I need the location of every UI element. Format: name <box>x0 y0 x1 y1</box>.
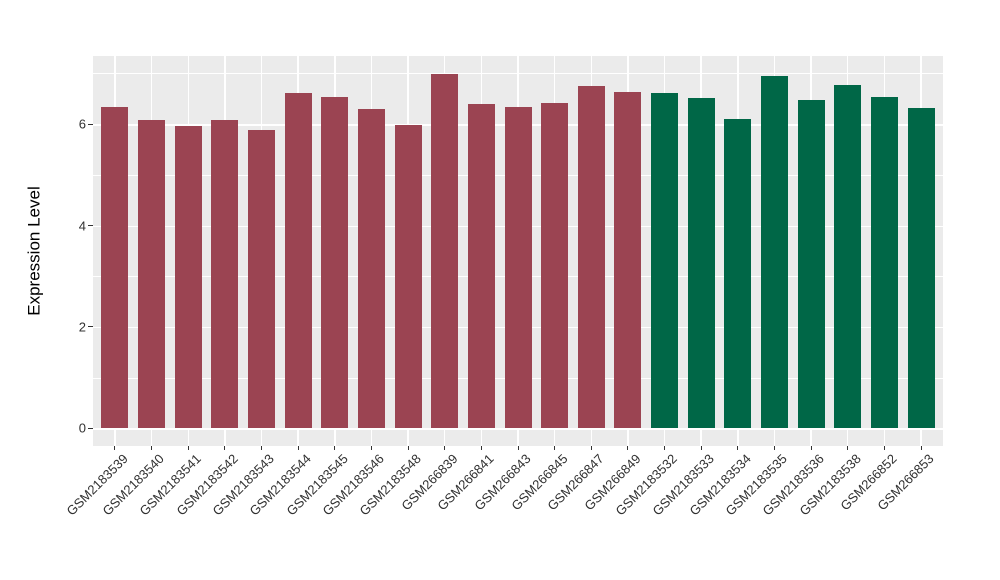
y-axis-tick <box>88 427 93 429</box>
y-tick-label: 0 <box>78 420 86 436</box>
x-axis-tick <box>810 446 812 450</box>
bar-GSM2183538 <box>834 85 862 429</box>
bar-GSM2183546 <box>357 108 385 429</box>
bar-GSM266852 <box>870 96 898 429</box>
x-axis-tick <box>883 446 885 450</box>
bar-GSM2183542 <box>211 120 239 429</box>
x-axis-tick <box>407 446 409 450</box>
x-axis-tick <box>554 446 556 450</box>
x-axis-tick <box>187 446 189 450</box>
bar-GSM2183536 <box>797 99 825 429</box>
y-axis-title: Expression Level <box>18 56 52 446</box>
bar-GSM2183534 <box>724 118 752 429</box>
bar-GSM2183533 <box>687 98 715 429</box>
bar-GSM2183532 <box>651 92 679 429</box>
x-axis-tick <box>224 446 226 450</box>
x-axis-tick <box>297 446 299 450</box>
bar-GSM266853 <box>907 107 935 429</box>
y-axis-tick <box>88 326 93 328</box>
x-axis-tick <box>920 446 922 450</box>
bar-GSM266841 <box>467 103 495 429</box>
bar-GSM266845 <box>541 102 569 429</box>
bar-GSM2183548 <box>394 125 422 429</box>
bar-GSM266849 <box>614 92 642 429</box>
x-axis-tick <box>590 446 592 450</box>
x-axis-tick <box>334 446 336 450</box>
x-axis-tick <box>370 446 372 450</box>
x-axis-tick <box>847 446 849 450</box>
y-axis-tick <box>88 123 93 125</box>
bar-GSM2183543 <box>248 130 276 429</box>
x-axis-tick <box>627 446 629 450</box>
bar-GSM2183540 <box>138 120 166 429</box>
x-axis-tick <box>114 446 116 450</box>
bar-GSM2183544 <box>284 92 312 429</box>
bar-GSM2183541 <box>174 125 202 429</box>
bar-GSM266839 <box>431 74 459 429</box>
bar-GSM2183535 <box>760 76 788 429</box>
x-axis-tick <box>261 446 263 450</box>
x-axis-tick <box>151 446 153 450</box>
bar-GSM266843 <box>504 107 532 429</box>
x-axis-tick <box>444 446 446 450</box>
bar-GSM266847 <box>577 85 605 429</box>
y-axis-title-text: Expression Level <box>25 186 44 316</box>
y-tick-label: 6 <box>78 116 86 132</box>
plot-panel <box>93 56 943 446</box>
x-tick-label: GSM2183539 <box>63 451 131 519</box>
x-axis-tick <box>517 446 519 450</box>
x-axis-tick <box>737 446 739 450</box>
x-axis-tick <box>480 446 482 450</box>
bar-GSM2183545 <box>321 97 349 429</box>
x-axis-tick <box>664 446 666 450</box>
x-axis-tick <box>773 446 775 450</box>
bar-GSM2183539 <box>101 107 129 429</box>
x-axis-tick <box>700 446 702 450</box>
y-tick-label: 2 <box>78 319 86 335</box>
y-axis-tick <box>88 225 93 226</box>
y-tick-label: 4 <box>78 218 86 233</box>
